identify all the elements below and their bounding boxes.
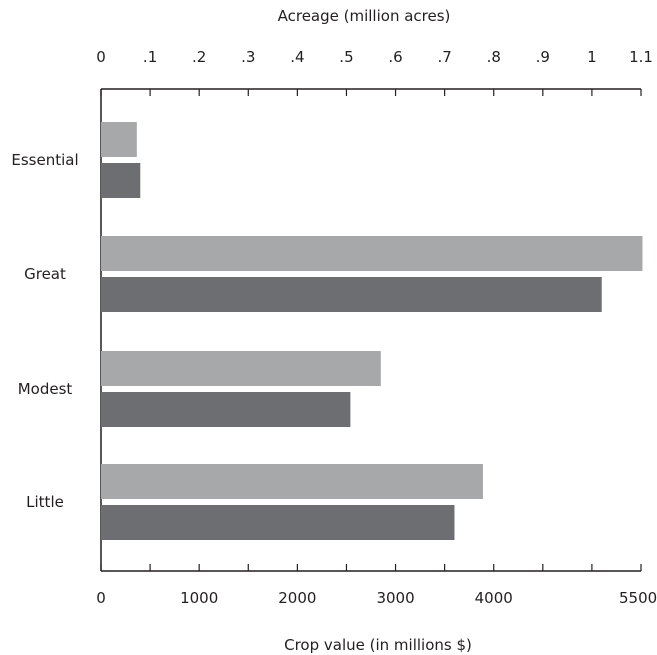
bottom-axis-tick-label: 4000: [475, 589, 513, 607]
acreage-bar-little: [101, 464, 483, 499]
crop-value-bar-little: [101, 505, 455, 540]
bottom-axis-tick-label: 2000: [278, 589, 316, 607]
top-axis-tick-label: .8: [487, 48, 501, 66]
category-label-modest: Modest: [18, 380, 73, 398]
category-labels: Essential Great Modest Little: [11, 151, 78, 511]
acreage-bar-essential: [101, 122, 137, 157]
bottom-axis-tick-label: 1000: [180, 589, 218, 607]
top-axis-tick-label: .6: [388, 48, 402, 66]
bottom-axis: 0 1000 2000 3000 4000 5500: [96, 564, 657, 607]
top-axis-tick-label: .5: [339, 48, 353, 66]
crop-value-bar-great: [101, 277, 602, 312]
category-label-essential: Essential: [11, 151, 78, 169]
top-axis-tick-label: .9: [536, 48, 550, 66]
crop-value-bar-essential: [101, 163, 141, 198]
acreage-bar-great: [101, 236, 643, 271]
bottom-axis-tick-label: 3000: [376, 589, 414, 607]
top-axis-tick-label: 0: [96, 48, 106, 66]
top-axis-title: Acreage (million acres): [278, 7, 451, 25]
top-axis-tick-label: 1: [587, 48, 597, 66]
top-axis-tick-label: .4: [290, 48, 304, 66]
top-axis-tick-label: .3: [241, 48, 255, 66]
top-axis-tick-label: .7: [437, 48, 451, 66]
acreage-bar-modest: [101, 351, 381, 386]
top-axis-tick-label: .2: [192, 48, 206, 66]
bottom-axis-title: Crop value (in millions $): [284, 636, 472, 654]
crop-value-bar-modest: [101, 392, 351, 427]
bars: [101, 122, 643, 540]
top-axis-tick-label: .1: [143, 48, 157, 66]
bottom-axis-tick-label: 5500: [619, 589, 657, 607]
bottom-axis-tick-label: 0: [96, 589, 106, 607]
top-axis-tick-label: 1.1: [629, 48, 653, 66]
category-label-little: Little: [26, 493, 64, 511]
category-label-great: Great: [24, 265, 66, 283]
